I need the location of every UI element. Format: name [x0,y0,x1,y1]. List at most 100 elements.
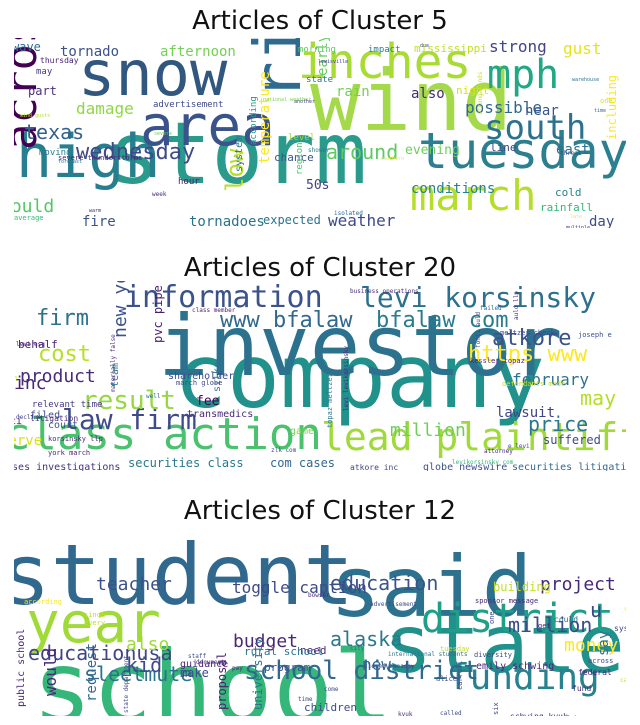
word-firm: firm [36,306,89,331]
word-decline: decline [16,414,42,421]
word-levikorsinsky-com: levikorsinsky com [452,459,514,466]
word-damage: damage [76,99,134,118]
word-tornado: tornado [60,44,119,60]
word-warm: warm [89,208,101,214]
chart-title: Articles of Cluster 12 [183,496,457,526]
word-globe-newswire: globe newswire [423,462,507,471]
word-one: one [488,611,496,624]
word-thursday: thursday [40,56,79,65]
word-strong-winds: strong winds [477,71,484,115]
word-high: high [16,122,161,192]
word-student: student [14,526,354,624]
word-relevant-time: relevant time [32,400,102,410]
word-april: april [14,376,18,383]
word-come: come [324,686,339,693]
word-inches: inches [298,38,471,90]
word-cases-investigations: cases investigations [14,462,120,471]
word-auld-llp: auld llp [513,291,520,320]
word-www-bfalaw: www bfalaw [220,308,353,333]
word-temperature: temperature [257,71,273,164]
word-meltzer-check: meltzer check [500,329,556,337]
word-hour: hour [178,177,200,187]
word-could: could [554,615,578,624]
word-college: college [624,605,626,613]
word-caption-emily: caption emily [620,677,626,684]
word-system: system [234,136,245,172]
word-severe-thunderstorms: severe thunderstorms [58,154,142,162]
word-pay: pay [232,665,243,672]
word-public-school: public school [16,629,27,707]
word-threat: threat [560,150,582,157]
word-pvc-pipe: pvc pipe [151,285,165,343]
word-funding: funding [448,657,600,698]
word-lewisville: lewisville [318,59,348,65]
word-atkore: atkore [492,326,571,351]
word-mississippi: mississippi [414,42,487,55]
word-schwing-kyuk: schwing kyuk [510,712,568,716]
word-joseph-e: joseph e [578,331,612,339]
word-budget: budget [233,631,298,652]
word-game: game [290,426,314,437]
word-class-action: class action [14,409,322,460]
word-storm: storm [108,104,367,204]
word-rainfall: rainfall [540,201,593,214]
word-year: year [26,591,161,656]
word-rain: rain [336,84,370,100]
word-wind-gusts: wind gusts [20,113,50,119]
word-bfalaw-com: bfalaw com [376,308,508,333]
word-york-march: york march [48,449,90,457]
word-need: need [300,644,327,657]
word-50s: 50s [306,178,329,193]
word-behalf: behalf [18,338,58,351]
word-program: program [264,661,311,674]
word-wave: wave [14,40,41,54]
word-request: request [84,643,100,702]
word-also: also [411,86,445,102]
word-education: education [330,571,438,595]
word-march-globe: march globe [176,379,222,387]
word-e-levi: e levi [508,443,530,450]
word-week: week [152,191,167,198]
word-carroll: carroll [456,660,464,690]
word-fee: fee [196,394,220,409]
word-one: one [600,97,613,105]
word-state: state [384,598,625,691]
word-across: across [588,657,613,665]
word-filed: filed [30,410,60,421]
word-around: around [326,140,398,164]
word-https-www: https www [468,342,588,367]
word-materially-false: materially false [110,334,117,392]
word-morning: morning [298,45,336,55]
word-february: february [512,370,589,389]
word-com-cases: com cases [270,456,335,470]
word-since: since [84,611,105,619]
word-day: day [589,214,614,228]
word-kyuk: kyuk [398,711,413,716]
word-march: march [410,171,536,220]
word-impact: impact [368,45,401,55]
word-project: project [540,574,616,595]
word-part: part [28,84,57,98]
chart-title: Articles of Cluster 20 [183,253,457,283]
word-tuesday: tuesday [418,122,626,180]
word-another: another [294,99,315,105]
word-attorney: attorney [484,448,513,455]
word-make: make [180,666,209,680]
word-state-department: state department [123,655,130,713]
word-gust: gust [563,39,602,58]
word-get: get [538,622,551,630]
word-also: also [126,634,169,655]
word-new-york: new york [110,281,131,338]
word-emily-schwing: emily schwing [476,661,554,672]
word-could: could [14,196,54,217]
word-said: said [330,538,532,636]
word-qci: qci [14,416,22,427]
word-silks: silks [212,362,223,392]
word-may: may [580,386,616,410]
word-mph: mph [487,52,559,98]
word-line: line [490,141,517,154]
word-business-operations: business operations [350,288,419,295]
word-level: level [288,133,315,143]
word-securities-litigation: securities litigation [512,462,626,471]
